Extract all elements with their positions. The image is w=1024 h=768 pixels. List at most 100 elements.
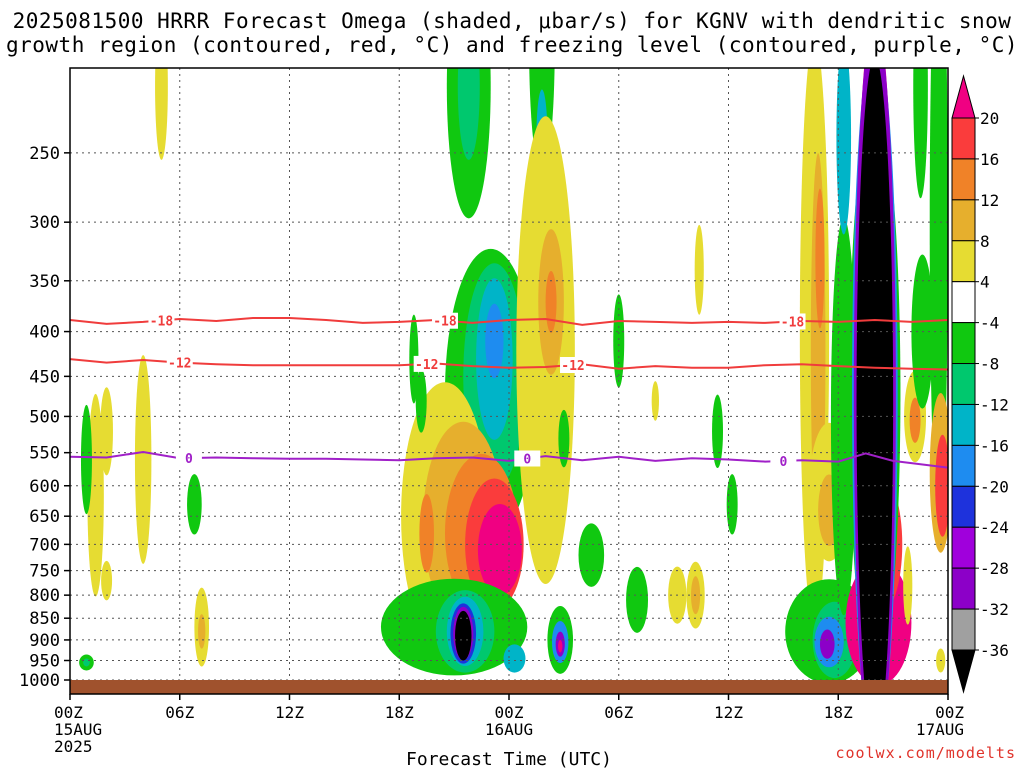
colorbar-segment [951, 158, 976, 201]
y-tick-label-600: 600 [29, 477, 60, 497]
y-tick-label-550: 550 [29, 444, 60, 464]
omega-region-6 [101, 560, 113, 601]
omega-region-54 [815, 188, 825, 329]
colorbar-top-tip [951, 74, 976, 119]
omega-region-7 [134, 355, 152, 564]
omega-region-10 [198, 614, 206, 649]
omega-region-44 [613, 294, 625, 388]
omega-region-67 [909, 397, 921, 443]
omega-region-0 [155, 68, 168, 160]
y-tick-label-1000: 1000 [19, 671, 60, 691]
contour-line-0 [70, 450, 948, 469]
x-tick-label: 06Z [604, 703, 633, 722]
colorbar-label: -24 [980, 518, 1009, 537]
y-tick-label-900: 900 [29, 631, 60, 651]
contour-lines: -18 -18 -18 -12 -12 -12 0 0 0 [70, 312, 948, 470]
colorbar-segment [951, 485, 976, 528]
omega-region-5 [83, 658, 90, 667]
contour-label-bg [770, 452, 797, 469]
contour-label-0: 0 [523, 453, 531, 468]
omega-region-26 [477, 504, 522, 596]
contour-label-0: 0 [779, 455, 787, 470]
contour-label-bg [514, 450, 541, 467]
colorbar-bottom-tip [951, 649, 976, 694]
x-tick-label: 00Z [54, 703, 83, 722]
colorbar-segment [951, 567, 976, 610]
omega-region-60 [819, 629, 835, 659]
omega-region-36 [503, 644, 526, 673]
colorbar-segment [951, 526, 976, 569]
colorbar-label: -12 [980, 395, 1009, 414]
omega-region-73 [903, 546, 913, 625]
colorbar-segment [951, 199, 976, 242]
contour-label--12: -12 [561, 359, 584, 374]
contour-label--12: -12 [168, 357, 191, 372]
contour-label-bg [166, 354, 193, 371]
omega-region-40 [558, 639, 563, 653]
omega-shading [79, 68, 948, 694]
omega-region-49 [694, 224, 704, 315]
omega-region-45 [651, 381, 659, 421]
x-tick-date: 15AUG [54, 720, 102, 739]
omega-region-35 [415, 369, 427, 433]
contour-label--18: -18 [433, 315, 457, 330]
contour-label-bg [560, 356, 587, 373]
omega-region-51 [726, 474, 738, 535]
colorbar-label: 16 [980, 150, 999, 169]
omega-region-8 [187, 474, 202, 535]
omega-region-43 [626, 566, 649, 633]
omega-region-2 [100, 387, 113, 476]
colorbar-legend: 20 16 12 8 4 -4 -8 -12 -16 -20 -24 -28 -32 -36 [951, 74, 1009, 694]
colorbar-label: -20 [980, 477, 1009, 496]
x-tick-label: 12Z [275, 703, 304, 722]
x-tick-date: 17AUG [916, 720, 964, 739]
colorbar-segment [951, 281, 976, 324]
y-tick-label-750: 750 [29, 562, 60, 582]
y-tick-label-300: 300 [29, 213, 60, 233]
x-axis-label: Forecast Time (UTC) [406, 749, 612, 768]
contour-line--12 [70, 358, 948, 371]
x-tick-date: 16AUG [485, 720, 533, 739]
colorbar-label: 8 [980, 232, 990, 251]
y-axis: 2503003504004505005506006507007508008509… [19, 144, 70, 691]
contour-label--18: -18 [150, 314, 174, 329]
omega-region-79 [856, 68, 894, 694]
omega-region-16 [457, 68, 480, 160]
colorbar-segment [951, 608, 976, 651]
omega-region-50 [712, 394, 724, 469]
y-tick-label-700: 700 [29, 535, 60, 555]
x-tick-label: 00Z [935, 703, 964, 722]
y-tick-label-950: 950 [29, 651, 60, 671]
omega-region-41 [578, 523, 605, 587]
y-tick-label-400: 400 [29, 323, 60, 343]
contour-label-bg [148, 312, 175, 329]
omega-region-69 [913, 68, 928, 199]
y-tick-label-850: 850 [29, 609, 60, 629]
x-tick-label: 00Z [495, 703, 524, 722]
contour-label--12: -12 [415, 358, 438, 373]
x-tick-label: 18Z [385, 703, 414, 722]
chart-title-line-1: 2025081500 HRRR Forecast Omega (shaded, … [12, 9, 1012, 33]
contour-label-bg [431, 312, 458, 329]
x-tick-label: 18Z [824, 703, 853, 722]
contour-label-bg [779, 313, 806, 330]
omega-region-33 [455, 610, 472, 661]
contour-label--18: -18 [781, 315, 805, 330]
y-tick-label-350: 350 [29, 272, 60, 292]
colorbar-label: 20 [980, 109, 999, 128]
x-tick-year: 2025 [54, 737, 93, 756]
x-tick-label: 12Z [714, 703, 743, 722]
omega-region-62 [836, 68, 852, 235]
colorbar-label: -32 [980, 600, 1009, 619]
colorbar-label: -8 [980, 355, 999, 374]
colorbar-segment [951, 363, 976, 405]
source-watermark: coolwx.com/modelts [835, 744, 1016, 762]
colorbar-label: -4 [980, 314, 999, 333]
y-tick-label-800: 800 [29, 586, 60, 606]
ground-bar [70, 680, 948, 694]
y-tick-label-650: 650 [29, 507, 60, 527]
omega-region-3 [80, 404, 92, 515]
colorbar-segment [951, 322, 976, 365]
colorbar-segment [951, 444, 976, 487]
